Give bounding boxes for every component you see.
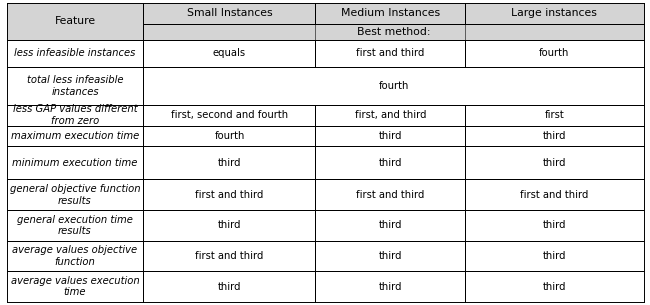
Text: third: third	[543, 282, 566, 292]
Text: first, and third: first, and third	[354, 110, 426, 120]
Bar	[144, 40, 315, 67]
Bar	[144, 241, 315, 271]
Text: third: third	[543, 158, 566, 168]
Bar	[315, 210, 465, 241]
Bar	[465, 146, 644, 179]
Text: less infeasible instances: less infeasible instances	[14, 48, 136, 58]
Bar	[465, 271, 644, 302]
Text: third: third	[218, 282, 241, 292]
Text: average values execution
time: average values execution time	[10, 276, 139, 297]
Bar	[144, 210, 315, 241]
Text: third: third	[543, 221, 566, 230]
Bar	[6, 241, 144, 271]
Text: first and third: first and third	[195, 251, 264, 261]
Bar	[465, 241, 644, 271]
Text: third: third	[218, 158, 241, 168]
Bar	[315, 105, 465, 126]
Text: first, second and fourth: first, second and fourth	[171, 110, 288, 120]
Text: average values objective
function: average values objective function	[12, 245, 138, 267]
Text: third: third	[378, 131, 402, 141]
Bar	[315, 40, 465, 67]
Text: less GAP values different
from zero: less GAP values different from zero	[12, 104, 137, 126]
Text: first and third: first and third	[356, 48, 424, 58]
Bar	[315, 146, 465, 179]
Text: Best method:: Best method:	[357, 27, 430, 37]
Text: third: third	[218, 221, 241, 230]
Bar	[144, 126, 315, 146]
Bar	[6, 146, 144, 179]
Bar	[465, 126, 644, 146]
Text: Small Instances: Small Instances	[187, 9, 272, 19]
Bar	[144, 146, 315, 179]
Bar	[6, 179, 144, 210]
Bar	[144, 3, 315, 24]
Text: third: third	[378, 158, 402, 168]
Bar	[465, 179, 644, 210]
Text: third: third	[378, 282, 402, 292]
Bar	[465, 105, 644, 126]
Text: equals: equals	[213, 48, 246, 58]
Bar	[144, 67, 644, 105]
Bar	[6, 67, 144, 105]
Bar	[6, 271, 144, 302]
Text: first and third: first and third	[356, 190, 424, 200]
Text: Feature: Feature	[55, 16, 96, 27]
Text: first: first	[545, 110, 564, 120]
Text: third: third	[378, 251, 402, 261]
Bar	[6, 210, 144, 241]
Text: Medium Instances: Medium Instances	[341, 9, 440, 19]
Bar	[144, 271, 315, 302]
Text: third: third	[378, 221, 402, 230]
Bar	[315, 126, 465, 146]
Bar	[315, 241, 465, 271]
Bar	[315, 179, 465, 210]
Text: first and third: first and third	[520, 190, 588, 200]
Text: general execution time
results: general execution time results	[17, 215, 133, 236]
Bar	[6, 105, 144, 126]
Text: minimum execution time: minimum execution time	[12, 158, 138, 168]
Bar	[6, 126, 144, 146]
Text: Large instances: Large instances	[512, 9, 597, 19]
Bar	[465, 210, 644, 241]
Bar	[144, 179, 315, 210]
Text: total less infeasible
instances: total less infeasible instances	[27, 75, 124, 97]
Text: first and third: first and third	[195, 190, 264, 200]
Text: third: third	[543, 131, 566, 141]
Text: fourth: fourth	[214, 131, 244, 141]
Text: fourth: fourth	[539, 48, 569, 58]
Text: fourth: fourth	[378, 81, 409, 91]
Bar	[315, 271, 465, 302]
Text: maximum execution time: maximum execution time	[11, 131, 139, 141]
Bar	[315, 3, 465, 24]
Bar	[465, 40, 644, 67]
Text: general objective function
results: general objective function results	[10, 184, 140, 206]
Text: third: third	[543, 251, 566, 261]
Bar	[6, 3, 144, 40]
Bar	[144, 105, 315, 126]
Bar	[144, 24, 644, 40]
Bar	[6, 40, 144, 67]
Bar	[465, 3, 644, 24]
